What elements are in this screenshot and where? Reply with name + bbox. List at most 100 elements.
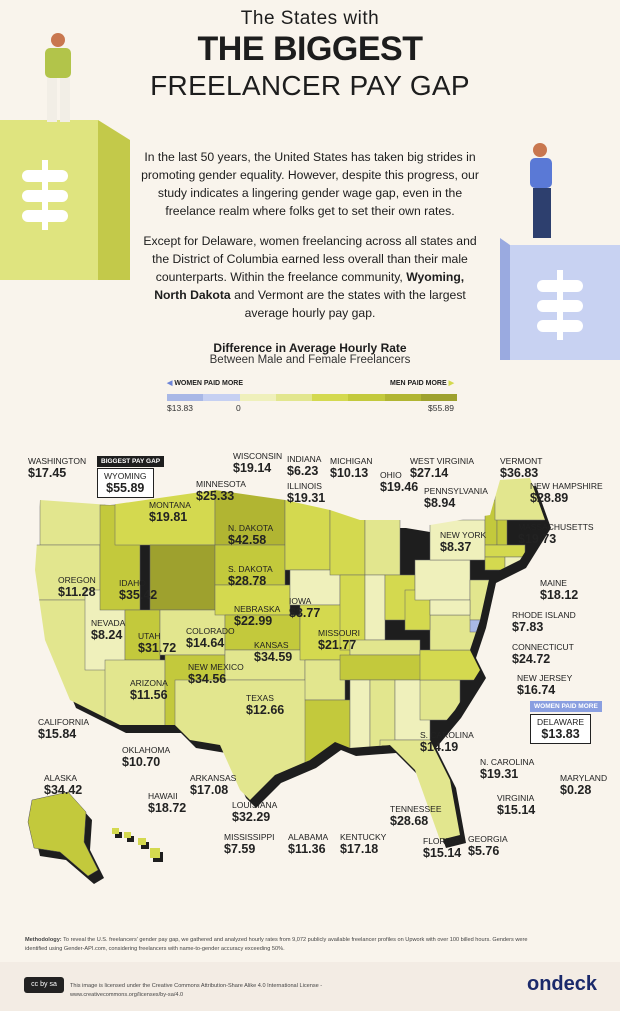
state-name: Connecticut xyxy=(512,642,574,652)
state-indiana-shape[interactable] xyxy=(364,574,386,641)
state-maryland-shape[interactable] xyxy=(429,599,471,616)
state-value: $28.68 xyxy=(390,814,429,828)
legend-men-label: MEN PAID MORE ▶ xyxy=(390,379,454,387)
state-name: Nevada xyxy=(91,618,126,628)
legend-zero: 0 xyxy=(236,403,241,413)
state-wyoming-shape[interactable] xyxy=(149,544,216,611)
state-name: Texas xyxy=(246,693,274,703)
legend-swatch xyxy=(384,394,421,401)
state-name: Virginia xyxy=(497,793,535,803)
women-paid-more-badge: WOMEN PAID MORE xyxy=(530,701,602,712)
state-hawaii-shape[interactable] xyxy=(112,828,163,862)
state-name: Wisconsin xyxy=(233,451,283,461)
ondeck-logo[interactable]: ondeck xyxy=(527,973,598,995)
state-label-louisiana: Louisiana $32.29 xyxy=(232,800,277,824)
state-massachusetts-shape[interactable] xyxy=(484,544,526,558)
state-minnesota-shape[interactable] xyxy=(284,494,331,571)
state-pennsylvania-shape[interactable] xyxy=(414,559,471,601)
state-label-n-carolina: N. Carolina $19.31 xyxy=(480,757,534,781)
state-label-wisconsin: Wisconsin $19.14 xyxy=(233,451,282,475)
state-oklahoma-shape[interactable] xyxy=(224,649,306,681)
state-label-oklahoma: Oklahoma $10.70 xyxy=(122,745,170,769)
state-name: Oklahoma xyxy=(122,745,171,755)
state-utah-shape[interactable] xyxy=(124,609,161,661)
state-value: $18.12 xyxy=(540,588,579,602)
state-s-dakota-shape[interactable] xyxy=(214,544,286,586)
state-label-rhode-island: Rhode Island $7.83 xyxy=(512,610,576,634)
state-label-illinois: Illinois $19.31 xyxy=(287,481,325,505)
state-name: Utah xyxy=(138,631,161,641)
state-name: Ohio xyxy=(380,470,402,480)
state-michigan-shape[interactable] xyxy=(364,514,401,576)
state-value: $17.08 xyxy=(190,783,229,797)
state-name: Arkansas xyxy=(190,773,237,783)
state-oregon-shape[interactable] xyxy=(30,544,101,601)
state-name: Pennsylvania xyxy=(424,486,488,496)
state-value: $22.99 xyxy=(234,614,273,628)
legend-women-label: ◀ WOMEN PAID MORE xyxy=(167,379,243,387)
state-value: $8.24 xyxy=(91,628,123,642)
state-value: $19.14 xyxy=(233,461,272,475)
hawaii-island-shadow xyxy=(115,832,122,838)
state-label-kansas: Kansas $34.59 xyxy=(254,640,292,664)
state-value: $5.76 xyxy=(468,844,500,858)
state-label-alabama: Alabama $11.36 xyxy=(288,832,328,856)
hawaii-island xyxy=(112,828,119,834)
state-name: Tennessee xyxy=(390,804,442,814)
state-name: Iowa xyxy=(289,596,312,606)
state-name: Indiana xyxy=(287,454,322,464)
state-label-mississippi: Mississippi $7.59 xyxy=(224,832,275,856)
legend-swatch xyxy=(167,394,204,401)
state-connecticut-shape[interactable] xyxy=(484,556,506,571)
state-alaska-shape[interactable] xyxy=(27,791,99,877)
title-line-3: FREELANCER PAY GAP xyxy=(150,70,470,101)
state-value: $15.84 xyxy=(38,727,77,741)
state-tennessee-shape[interactable] xyxy=(339,654,431,681)
state-name: S. Dakota xyxy=(228,564,273,574)
state-value: $6.23 xyxy=(287,464,319,478)
state-label-hawaii: Hawaii $18.72 xyxy=(148,791,186,815)
state-value: $32.29 xyxy=(232,810,271,824)
state-name: Delaware xyxy=(537,717,585,727)
state-label-nevada: Nevada $8.24 xyxy=(91,618,125,642)
state-value: $10.13 xyxy=(330,466,369,480)
state-value: $14.64 xyxy=(186,636,225,650)
state-value: $14.19 xyxy=(420,740,459,754)
state-value: $36.83 xyxy=(500,466,539,480)
state-name: Maryland xyxy=(560,773,608,783)
legend-min: $13.83 xyxy=(167,403,193,413)
state-name: New Jersey xyxy=(517,673,573,683)
state-name: New Mexico xyxy=(188,662,244,672)
state-value: $31.72 xyxy=(138,641,177,655)
state-colorado-shape[interactable] xyxy=(159,609,226,656)
state-value: $7.83 xyxy=(512,620,544,634)
state-value: $27.14 xyxy=(410,466,449,480)
methodology: Methodology: To reveal the U.S. freelanc… xyxy=(25,936,545,953)
intro-bold-states: Wyoming, North Dakota xyxy=(154,270,465,302)
state-arizona-shape[interactable] xyxy=(104,659,166,731)
state-washington-shape[interactable] xyxy=(39,489,106,546)
state-name: New York xyxy=(440,530,487,540)
state-value: $24.72 xyxy=(512,652,551,666)
state-value: $21.77 xyxy=(318,638,357,652)
state-name: West Virginia xyxy=(410,456,475,466)
dollar-sign-icon xyxy=(22,160,68,230)
state-name: Vermont xyxy=(500,456,543,466)
state-name: Minnesota xyxy=(196,479,246,489)
state-name: Florida xyxy=(423,836,460,846)
state-value: $35.42 xyxy=(119,588,158,602)
state-label-georgia: Georgia $5.76 xyxy=(468,834,508,858)
state-name: Rhode Island xyxy=(512,610,576,620)
state-value: $8.94 xyxy=(424,496,456,510)
state-nebraska-shape[interactable] xyxy=(214,584,291,616)
state-arkansas-shape[interactable] xyxy=(304,659,346,701)
state-label-wyoming: Wyoming $55.89 xyxy=(97,468,154,498)
state-name: Idaho xyxy=(119,578,146,588)
state-name: Alaska xyxy=(44,773,78,783)
state-wisconsin-shape[interactable] xyxy=(329,504,366,576)
intro-text: and Vermont are the states with the larg… xyxy=(230,288,466,320)
state-kentucky-shape[interactable] xyxy=(349,639,421,656)
state-label-new-york: New York $8.37 xyxy=(440,530,486,554)
state-label-maine: Maine $18.12 xyxy=(540,578,578,602)
